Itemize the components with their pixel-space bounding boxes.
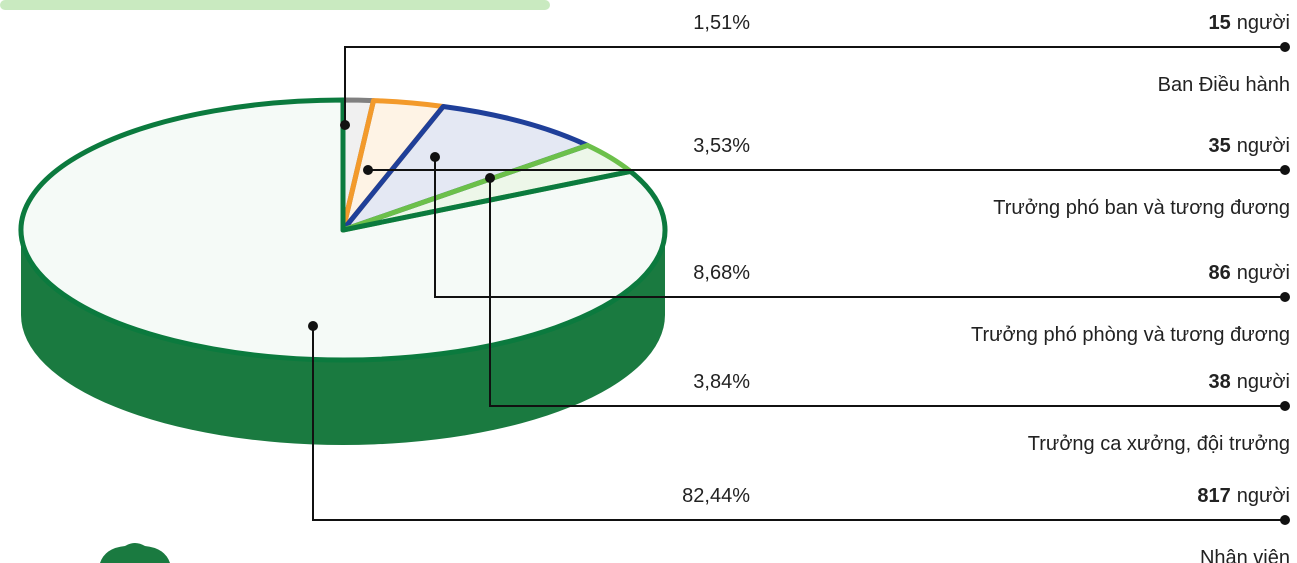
percent-label: 8,68%	[693, 262, 750, 284]
count-label: 817 người	[1197, 485, 1290, 507]
count-value: 35	[1209, 135, 1231, 157]
count-label: 15 người	[1209, 12, 1290, 34]
count-unit: người	[1237, 135, 1290, 157]
percent-label: 82,44%	[682, 485, 750, 507]
leader-dot	[1280, 401, 1290, 411]
count-value: 817	[1197, 485, 1230, 507]
leader-dot	[1280, 42, 1290, 52]
leader-dot	[1280, 292, 1290, 302]
pie-slice	[340, 103, 590, 233]
count-unit: người	[1237, 262, 1290, 284]
category-label: Trưởng ca xưởng, đội trưởng	[1028, 433, 1290, 455]
logo	[100, 543, 170, 563]
leader-line	[434, 157, 1285, 298]
count-unit: người	[1237, 12, 1290, 34]
leader-dot	[1280, 515, 1290, 525]
leader-line	[312, 326, 1285, 521]
leader-dot	[430, 152, 440, 162]
count-value: 15	[1209, 12, 1231, 34]
percent-label: 3,53%	[693, 135, 750, 157]
pie-side	[21, 100, 665, 445]
leader-dot	[308, 321, 318, 331]
leader-line	[489, 178, 1285, 407]
percent-label: 3,84%	[693, 371, 750, 393]
leader-dot	[340, 120, 350, 130]
pie-slice	[18, 97, 668, 363]
leaders: 1,51% 15 người Ban Điều hành 3,53% 35 người Trư…	[308, 12, 1290, 563]
percent-label: 1,51%	[693, 12, 750, 34]
header-strip	[0, 0, 550, 10]
category-label: Nhân viên	[1200, 547, 1290, 563]
count-unit: người	[1237, 485, 1290, 507]
count-unit: người	[1237, 371, 1290, 393]
count-label: 35 người	[1209, 135, 1290, 157]
category-label: Ban Điều hành	[1158, 74, 1290, 96]
count-value: 38	[1209, 371, 1231, 393]
leader-line	[344, 46, 1285, 125]
count-value: 86	[1209, 262, 1231, 284]
category-label: Trưởng phó ban và tương đương	[993, 197, 1290, 219]
leader-dot	[485, 173, 495, 183]
pie	[18, 97, 668, 363]
count-label: 38 người	[1209, 371, 1290, 393]
leader-dot	[363, 165, 373, 175]
count-label: 86 người	[1209, 262, 1290, 284]
leader-dot	[1280, 165, 1290, 175]
category-label: Trưởng phó phòng và tương đương	[971, 324, 1290, 346]
